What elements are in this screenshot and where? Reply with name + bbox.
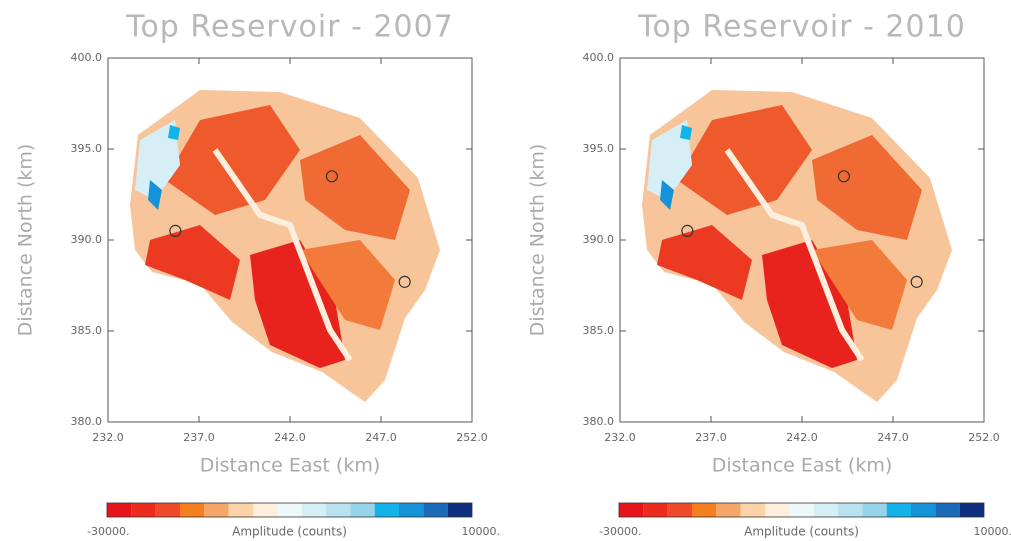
colorbar-cell: [375, 503, 399, 517]
colorbar-cell: [862, 503, 886, 517]
colorbar-cell: [692, 503, 716, 517]
colorbar-cell: [765, 503, 789, 517]
x-axis-label: Distance East (km): [200, 455, 381, 477]
colorbar-cell: [789, 503, 813, 517]
y-tick-label: 380.0: [71, 415, 103, 428]
x-tick-label: 237.0: [183, 431, 215, 444]
colorbar-min: -30000.: [599, 525, 641, 538]
colorbar-cell: [448, 503, 472, 517]
colorbar-cell: [814, 503, 838, 517]
colorbar-label: Amplitude (counts): [744, 525, 859, 539]
colorbar-cell: [643, 503, 667, 517]
y-tick-label: 390.0: [583, 233, 615, 246]
colorbar-cell: [838, 503, 862, 517]
y-tick-label: 400.0: [583, 51, 615, 64]
colorbar-cell: [619, 503, 643, 517]
y-tick-label: 400.0: [71, 51, 103, 64]
colorbar-max: 10000.: [974, 525, 1011, 538]
colorbar-label: Amplitude (counts): [232, 525, 347, 539]
colorbar-cell: [423, 503, 447, 517]
x-tick-label: 232.0: [92, 431, 124, 444]
x-tick-label: 252.0: [968, 431, 1000, 444]
colorbar-cell: [668, 503, 692, 517]
colorbar-cell: [131, 503, 155, 517]
colorbar-cell: [302, 503, 326, 517]
x-tick-label: 237.0: [695, 431, 727, 444]
y-tick-label: 390.0: [71, 233, 103, 246]
colorbar-cell: [399, 503, 423, 517]
figure: Top Reservoir - 2007 232.0 237.0 242.0 247.0…: [0, 0, 1011, 541]
colorbar-cell: [277, 503, 301, 517]
amplitude-map: [130, 90, 440, 402]
colorbar-cell: [229, 503, 253, 517]
chart-title: Top Reservoir - 2010: [637, 10, 966, 45]
y-axis-label: Distance North (km): [15, 144, 37, 337]
colorbar-min: -30000.: [87, 525, 129, 538]
colorbar-cell: [253, 503, 277, 517]
y-axis-label: Distance North (km): [527, 144, 549, 337]
y-tick-label: 380.0: [583, 415, 615, 428]
chart-title: Top Reservoir - 2007: [125, 10, 454, 45]
colorbar-cell: [741, 503, 765, 517]
x-tick-label: 247.0: [365, 431, 397, 444]
y-tick-label: 385.0: [71, 324, 103, 337]
colorbar-cell: [960, 503, 984, 517]
x-axis-label: Distance East (km): [712, 455, 893, 477]
colorbar-max: 10000.: [462, 525, 501, 538]
x-tick-label: 232.0: [604, 431, 636, 444]
x-tick-label: 242.0: [274, 431, 306, 444]
x-tick-label: 252.0: [456, 431, 488, 444]
colorbar-cell: [107, 503, 131, 517]
colorbar-cell: [911, 503, 935, 517]
x-tick-label: 247.0: [877, 431, 909, 444]
colorbar-cell: [716, 503, 740, 517]
colorbar-cell: [887, 503, 911, 517]
amplitude-map: [642, 90, 952, 402]
y-tick-label: 385.0: [583, 324, 615, 337]
colorbar-cell: [326, 503, 350, 517]
colorbar-cell: [935, 503, 959, 517]
colorbar-cell: [156, 503, 180, 517]
colorbar-cell: [350, 503, 374, 517]
colorbar-cell: [204, 503, 228, 517]
y-tick-label: 395.0: [583, 142, 615, 155]
colorbar-cell: [180, 503, 204, 517]
y-tick-label: 395.0: [71, 142, 103, 155]
x-tick-label: 242.0: [786, 431, 818, 444]
